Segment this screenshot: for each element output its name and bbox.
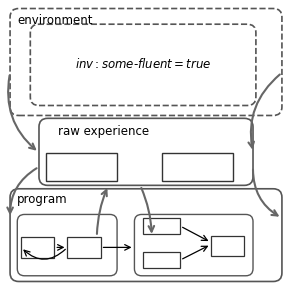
Text: $\mathbf{\mathit{inv: some\text{-}fluent=true}}$: $\mathbf{\mathit{inv: some\text{-}fluent… [75,57,211,71]
Bar [211,236,244,256]
Text: program: program [17,193,68,206]
FancyBboxPatch shape [39,118,253,185]
Bar [162,153,233,181]
Text: raw experience: raw experience [58,125,149,138]
FancyBboxPatch shape [134,215,253,276]
Bar [46,153,117,181]
Bar [67,237,100,258]
FancyBboxPatch shape [17,215,117,276]
Text: environment: environment [17,14,93,27]
Bar [21,237,54,258]
FancyBboxPatch shape [10,189,282,281]
Bar [142,218,180,234]
Bar [142,252,180,268]
FancyBboxPatch shape [30,24,256,105]
FancyBboxPatch shape [10,9,282,115]
